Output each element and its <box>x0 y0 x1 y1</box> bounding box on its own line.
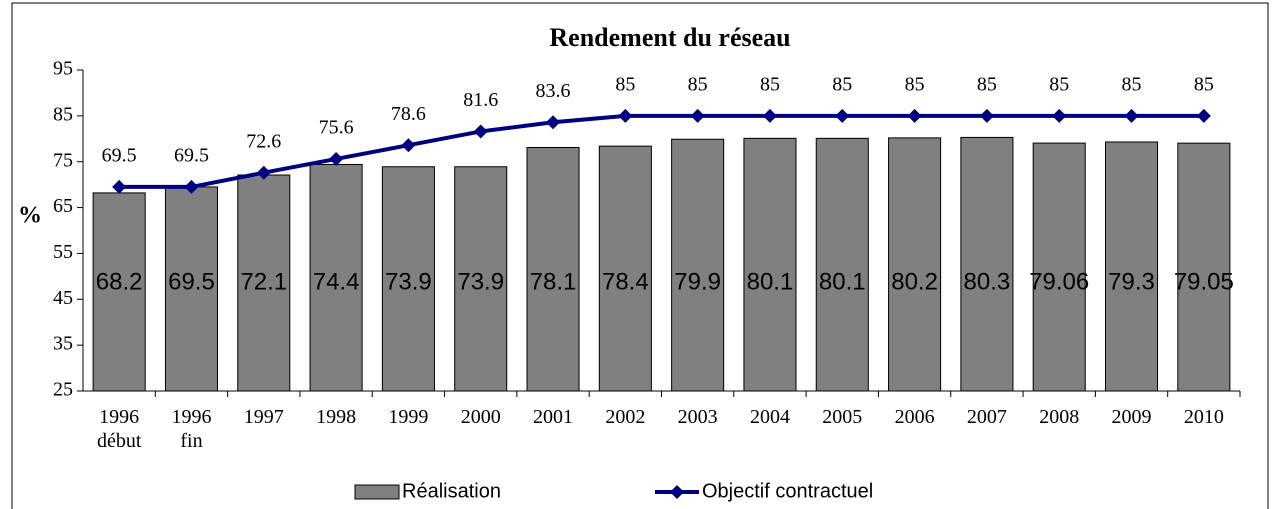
bar <box>671 138 725 392</box>
line-marker <box>473 124 488 139</box>
legend-marker <box>670 485 684 499</box>
line-marker <box>835 108 850 123</box>
legend-label: Objectif contractuel <box>702 480 873 502</box>
x-tick-label: 2005 <box>822 406 863 428</box>
x-tick-label: 2002 <box>605 406 646 428</box>
y-tick-label: 25 <box>53 379 73 401</box>
bar-value-label: 73.9 <box>457 268 504 295</box>
bar <box>381 166 435 392</box>
line-marker <box>618 108 633 123</box>
bar <box>960 136 1014 392</box>
x-tick-label: 1998 <box>316 406 357 428</box>
bar <box>92 192 146 392</box>
x-tick-label: 1997 <box>243 406 284 428</box>
line-value-label: 69.5 <box>174 145 209 167</box>
bar-value-label: 79.3 <box>1108 268 1155 295</box>
line-value-label: 85 <box>832 73 852 95</box>
bar-value-label: 72.1 <box>240 268 287 295</box>
bar-value-label: 78.4 <box>602 268 649 295</box>
x-tick-label: 2007 <box>966 406 1007 428</box>
line-marker <box>1124 108 1139 123</box>
bar-value-label: 80.3 <box>964 268 1011 295</box>
line-value-label: 69.5 <box>102 145 137 167</box>
line-marker <box>329 151 344 166</box>
bar <box>454 166 508 392</box>
line-marker <box>184 179 199 194</box>
line-marker <box>762 108 777 123</box>
x-tick-label: 2009 <box>1111 406 1152 428</box>
bar <box>743 137 797 392</box>
bar-value-label: 80.2 <box>891 268 938 295</box>
line-value-label: 85 <box>760 73 780 95</box>
line-value-label: 78.6 <box>391 103 426 125</box>
bar-value-label: 73.9 <box>385 268 432 295</box>
bar-value-label: 69.5 <box>168 268 215 295</box>
chart-title: Rendement du réseau <box>549 23 790 52</box>
bar-value-label: 68.2 <box>96 268 143 295</box>
line-marker <box>401 138 416 153</box>
x-tick-label: 2006 <box>894 406 935 428</box>
x-tick-label: 2010 <box>1183 406 1224 428</box>
line-value-label: 85 <box>1049 73 1069 95</box>
bar <box>1032 142 1086 392</box>
x-tick-label: 1999 <box>388 406 429 428</box>
line-marker <box>1052 108 1067 123</box>
line-marker <box>979 108 994 123</box>
bar <box>815 137 869 392</box>
line-value-label: 85 <box>615 73 635 95</box>
line-value-label: 81.6 <box>463 89 498 111</box>
x-tick-label: 2003 <box>677 406 718 428</box>
line-marker <box>112 179 127 194</box>
y-tick-label: 45 <box>53 287 73 309</box>
frame <box>11 2 1269 509</box>
x-tick-label: 2000 <box>460 406 501 428</box>
line-value-label: 83.6 <box>536 80 571 102</box>
bar-value-label: 80.1 <box>819 268 866 295</box>
y-tick-label: 35 <box>53 333 73 355</box>
line-value-label: 85 <box>688 73 708 95</box>
y-tick-label: 75 <box>53 149 73 171</box>
line <box>119 113 1204 189</box>
y-axis-label: % <box>18 203 42 229</box>
line-value-label: 75.6 <box>319 117 354 139</box>
legend-swatch <box>354 484 400 500</box>
bar <box>237 174 291 392</box>
bar-value-label: 80.1 <box>747 268 794 295</box>
bar-value-label: 78.1 <box>530 268 577 295</box>
y-tick-label: 55 <box>53 241 73 263</box>
bar <box>526 146 580 392</box>
bar-value-label: 74.4 <box>313 268 360 295</box>
bar-value-label: 79.06 <box>1029 268 1089 295</box>
line-marker <box>690 108 705 123</box>
bar <box>1104 141 1159 392</box>
y-tick-label: 65 <box>53 195 73 217</box>
legend-label: Réalisation <box>402 480 501 502</box>
line-marker <box>256 165 271 180</box>
line-value-label: 85 <box>905 73 925 95</box>
x-tick-label: 1996 fin <box>171 406 212 452</box>
bar <box>164 186 219 392</box>
bar <box>1177 142 1231 392</box>
bar-value-label: 79.05 <box>1174 268 1234 295</box>
bar <box>888 137 942 392</box>
line-value-label: 85 <box>1122 73 1142 95</box>
x-tick-label: 2004 <box>749 406 790 428</box>
x-tick-label: 1996 début <box>96 406 142 452</box>
line-value-label: 72.6 <box>246 130 281 152</box>
line-value-label: 85 <box>977 73 997 95</box>
line-marker <box>546 115 561 130</box>
bar <box>598 145 652 392</box>
x-tick-label: 2001 <box>533 406 574 428</box>
bar-value-label: 79.9 <box>674 268 721 295</box>
line-marker <box>907 108 922 123</box>
x-tick-label: 2008 <box>1039 406 1080 428</box>
y-tick-label: 95 <box>53 58 73 80</box>
line-value-label: 85 <box>1194 73 1214 95</box>
line-marker <box>1196 108 1211 123</box>
y-tick-label: 85 <box>53 103 73 125</box>
